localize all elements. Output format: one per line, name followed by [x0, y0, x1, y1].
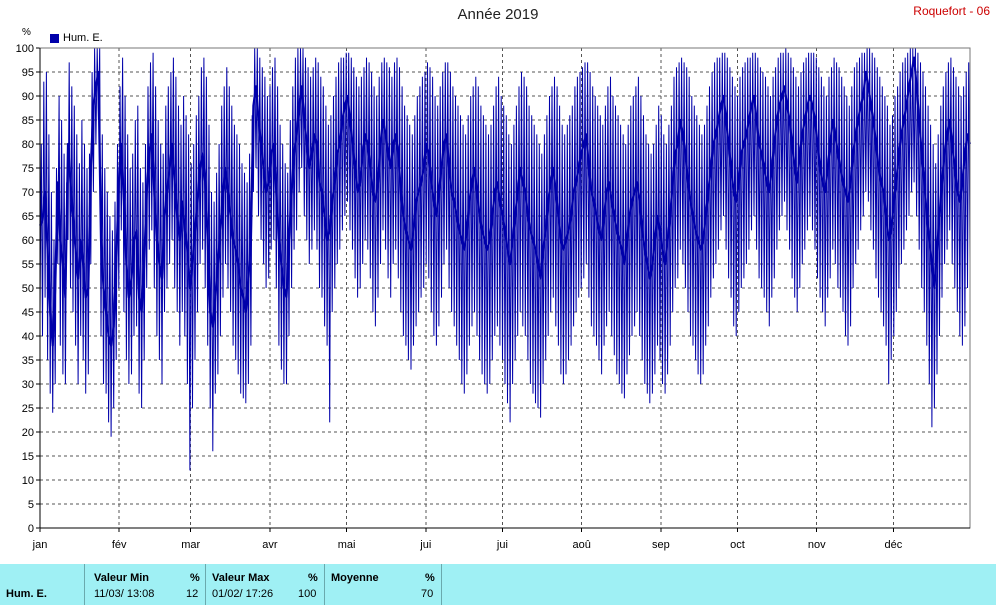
min-datetime: 11/03/ 13:08	[94, 588, 155, 600]
y-tick-label: 85	[22, 115, 34, 127]
min-header: Valeur Min	[94, 572, 150, 584]
x-tick-label: mai	[338, 539, 356, 551]
y-tick-label: 95	[22, 67, 34, 79]
y-tick-label: 40	[22, 331, 34, 343]
avg-header: Moyenne	[331, 572, 379, 584]
max-unit: %	[308, 572, 318, 584]
y-tick-label: 50	[22, 283, 34, 295]
x-tick-label: nov	[808, 539, 826, 551]
max-header: Valeur Max	[212, 572, 270, 584]
min-unit: %	[190, 572, 200, 584]
y-tick-label: 55	[22, 259, 34, 271]
y-tick-label: 35	[22, 355, 34, 367]
avg-unit: %	[425, 572, 435, 584]
series-mean-line	[39, 56, 972, 347]
y-tick-label: 25	[22, 403, 34, 415]
humidity-chart: 0 5 10 15 20 25 30 35 40 45 50 55 60 65 70 75 80 85 90 95 10…	[16, 43, 972, 551]
stats-divider	[205, 564, 206, 605]
y-tick-label: 30	[22, 379, 34, 391]
max-datetime: 01/02/ 17:26	[212, 588, 274, 600]
min-value: 12	[186, 588, 199, 600]
x-tick-label: oct	[730, 539, 745, 551]
stats-divider	[324, 564, 325, 605]
y-tick-label: 80	[22, 139, 34, 151]
y-tick-label: 10	[22, 475, 34, 487]
y-tick-label: 5	[28, 499, 34, 511]
stats-table: Hum. E. Valeur Min % 11/03/ 13:08 12 Val…	[0, 564, 996, 605]
series-envelope-line	[39, 47, 971, 471]
station-name: Roquefort - 06	[913, 4, 990, 18]
x-tick-label: aoû	[572, 539, 590, 551]
y-tick-label: 20	[22, 427, 34, 439]
chart-title: Année 2019	[457, 6, 539, 23]
legend-label: Hum. E.	[63, 32, 103, 44]
y-axis-unit: %	[22, 27, 31, 38]
x-tick-label: sep	[652, 539, 670, 551]
y-tick-label: 70	[22, 187, 34, 199]
x-tick-label: avr	[262, 539, 278, 551]
y-tick-label: 60	[22, 235, 34, 247]
x-tick-label: jan	[32, 539, 48, 551]
y-tick-label: 45	[22, 307, 34, 319]
stats-divider	[84, 564, 85, 605]
x-tick-label: mar	[181, 539, 200, 551]
y-tick-label: 90	[22, 91, 34, 103]
legend-swatch	[50, 33, 59, 43]
avg-value: 70	[421, 588, 434, 600]
x-tick-label: jui	[419, 539, 431, 551]
axes: 0 5 10 15 20 25 30 35 40 45 50 55 60 65 70 75 80 85 90 95 10…	[16, 43, 971, 551]
max-value: 100	[298, 588, 317, 600]
x-tick-label: jui	[496, 539, 508, 551]
series-hum-e	[39, 47, 972, 471]
legend: Hum. E.	[50, 32, 103, 44]
x-tick-label: fév	[112, 539, 127, 551]
stats-divider	[441, 564, 442, 605]
y-tick-label: 100	[16, 43, 34, 55]
y-tick-label: 75	[22, 163, 34, 175]
stats-row-label: Hum. E.	[6, 588, 47, 600]
y-tick-label: 65	[22, 211, 34, 223]
y-tick-label: 0	[28, 523, 34, 535]
x-tick-label: déc	[884, 539, 902, 551]
y-tick-label: 15	[22, 451, 34, 463]
